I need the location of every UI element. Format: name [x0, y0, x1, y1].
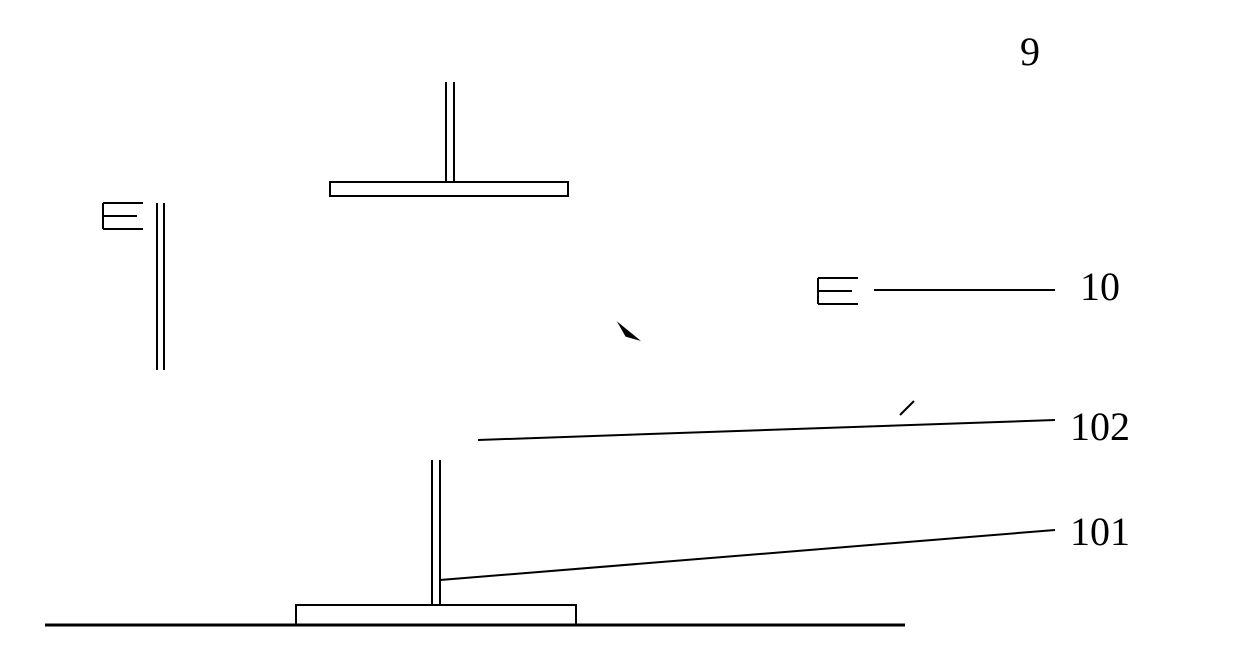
leader-102 [478, 420, 1055, 440]
leader-101 [440, 530, 1055, 580]
arrow-icon [617, 321, 641, 341]
drawing-svg [0, 0, 1239, 653]
lower-t-base [296, 605, 576, 625]
label-10: 10 [1080, 263, 1120, 310]
label-102: 102 [1070, 403, 1130, 450]
label-9: 9 [1020, 28, 1040, 75]
label-101: 101 [1070, 508, 1130, 555]
diagram-stage: 9 10 102 101 [0, 0, 1239, 653]
leader-tick [900, 401, 914, 415]
upper-t-base [330, 182, 568, 196]
